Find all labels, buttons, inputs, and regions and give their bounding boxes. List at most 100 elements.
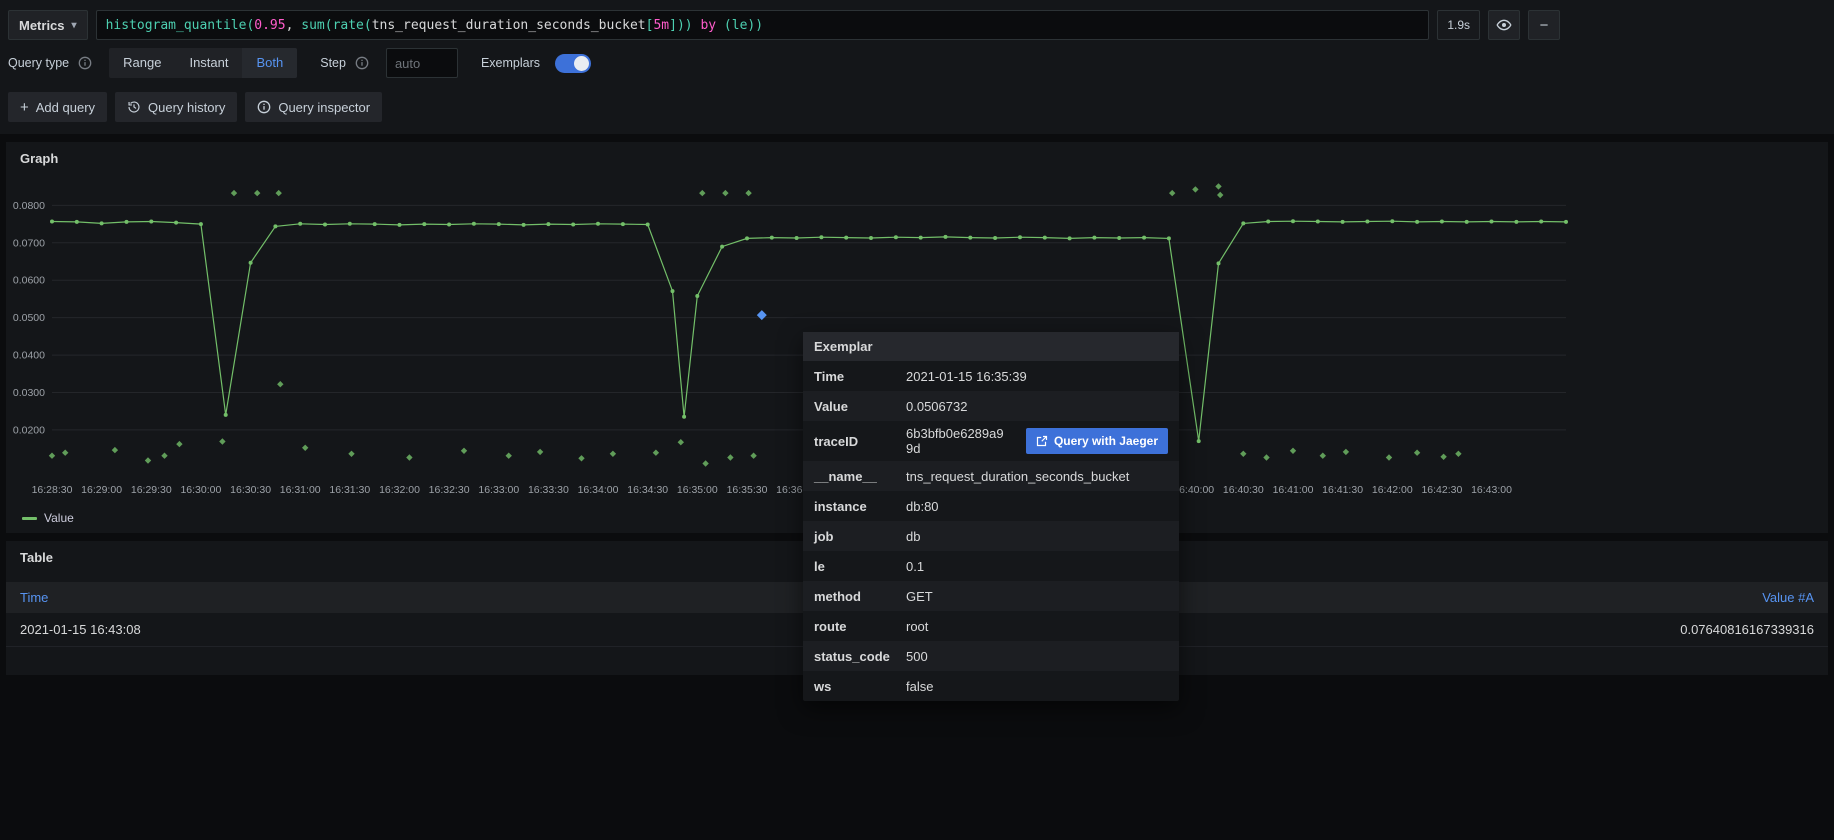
tooltip-row-instance: instance db:80 <box>803 491 1179 521</box>
tooltip-row-route: route root <box>803 611 1179 641</box>
svg-text:0.0800: 0.0800 <box>13 200 45 212</box>
tooltip-key: method <box>814 589 906 604</box>
tooltip-value: db:80 <box>906 499 939 514</box>
svg-text:0.0200: 0.0200 <box>13 424 45 436</box>
svg-text:16:33:00: 16:33:00 <box>478 484 519 496</box>
info-icon[interactable] <box>355 56 369 70</box>
query-options-row: Query type Range Instant Both Step Exemp… <box>8 48 1826 78</box>
step-label: Step <box>320 56 346 70</box>
svg-text:16:30:30: 16:30:30 <box>230 484 271 496</box>
query-inspector-label: Query inspector <box>278 100 370 115</box>
metrics-dropdown[interactable]: Metrics ▾ <box>8 10 88 40</box>
svg-text:0.0500: 0.0500 <box>13 312 45 324</box>
exemplar-tooltip: Exemplar Time 2021-01-15 16:35:39 Value … <box>803 332 1179 701</box>
query-type-instant[interactable]: Instant <box>175 48 242 78</box>
chevron-down-icon: ▾ <box>72 20 77 31</box>
metrics-dropdown-label: Metrics <box>19 18 65 33</box>
plus-icon: + <box>20 100 29 115</box>
jaeger-button-label: Query with Jaeger <box>1054 434 1158 448</box>
tooltip-key: route <box>814 619 906 634</box>
tooltip-key: __name__ <box>814 469 906 484</box>
cell-value: 0.07640816167339316 <box>1680 622 1814 637</box>
svg-text:16:34:00: 16:34:00 <box>578 484 619 496</box>
preview-toggle-button[interactable] <box>1488 10 1520 40</box>
tooltip-row-method: method GET <box>803 581 1179 611</box>
cell-time: 2021-01-15 16:43:08 <box>20 622 141 637</box>
svg-text:16:32:00: 16:32:00 <box>379 484 420 496</box>
tooltip-key: Value <box>814 399 906 414</box>
query-row: Metrics ▾ histogram_quantile(0.95, sum(r… <box>8 10 1560 40</box>
query-history-button[interactable]: Query history <box>115 92 237 122</box>
svg-text:16:33:30: 16:33:30 <box>528 484 569 496</box>
tooltip-key: Time <box>814 369 906 384</box>
svg-text:0.0400: 0.0400 <box>13 350 45 362</box>
tooltip-title: Exemplar <box>803 332 1179 361</box>
svg-text:16:35:30: 16:35:30 <box>727 484 768 496</box>
svg-text:16:31:00: 16:31:00 <box>280 484 321 496</box>
svg-text:16:43:00: 16:43:00 <box>1471 484 1512 496</box>
svg-text:0.0600: 0.0600 <box>13 275 45 287</box>
add-query-button[interactable]: + Add query <box>8 92 107 122</box>
tooltip-body: Time 2021-01-15 16:35:39 Value 0.0506732… <box>803 361 1179 701</box>
query-type-range[interactable]: Range <box>109 48 175 78</box>
query-timing-badge: 1.9s <box>1437 10 1480 40</box>
step-input[interactable] <box>386 48 458 78</box>
column-header-value[interactable]: Value #A <box>1762 590 1814 605</box>
exemplars-label: Exemplars <box>481 56 540 70</box>
info-icon <box>257 100 271 114</box>
tooltip-key: traceID <box>814 434 906 449</box>
svg-text:16:40:30: 16:40:30 <box>1223 484 1264 496</box>
query-type-group: Range Instant Both <box>109 48 297 78</box>
query-history-label: Query history <box>148 100 225 115</box>
svg-text:16:29:00: 16:29:00 <box>81 484 122 496</box>
tooltip-value: false <box>906 679 933 694</box>
minus-icon: − <box>1540 17 1549 34</box>
query-editor-section: Metrics ▾ histogram_quantile(0.95, sum(r… <box>0 0 1834 134</box>
info-icon[interactable] <box>78 56 92 70</box>
tooltip-row-value: Value 0.0506732 <box>803 391 1179 421</box>
svg-text:0.0300: 0.0300 <box>13 387 45 399</box>
tooltip-value: tns_request_duration_seconds_bucket <box>906 469 1129 484</box>
legend-series-label: Value <box>44 511 74 525</box>
tooltip-value: root <box>906 619 928 634</box>
svg-text:16:29:30: 16:29:30 <box>131 484 172 496</box>
tooltip-value: db <box>906 529 920 544</box>
query-inspector-button[interactable]: Query inspector <box>245 92 382 122</box>
tooltip-key: status_code <box>814 649 906 664</box>
column-header-time[interactable]: Time <box>20 590 48 605</box>
tooltip-row-le: le 0.1 <box>803 551 1179 581</box>
graph-panel-title: Graph <box>6 142 1828 171</box>
exemplars-toggle[interactable] <box>555 54 591 73</box>
legend-series-swatch <box>22 517 37 520</box>
svg-text:16:34:30: 16:34:30 <box>627 484 668 496</box>
tooltip-row-ws: ws false <box>803 671 1179 701</box>
tooltip-value: 6b3bfb0e6289a99d <box>906 426 1010 456</box>
add-query-label: Add query <box>36 100 95 115</box>
svg-text:16:30:00: 16:30:00 <box>180 484 221 496</box>
query-toolbar-row: + Add query Query history Query inspecto… <box>8 92 1826 122</box>
svg-text:16:31:30: 16:31:30 <box>329 484 370 496</box>
external-link-icon <box>1036 435 1048 447</box>
tooltip-key: ws <box>814 679 906 694</box>
svg-text:16:41:30: 16:41:30 <box>1322 484 1363 496</box>
history-icon <box>127 100 141 114</box>
svg-text:16:28:30: 16:28:30 <box>32 484 73 496</box>
tooltip-value: GET <box>906 589 933 604</box>
collapse-query-button[interactable]: − <box>1528 10 1560 40</box>
query-input[interactable]: histogram_quantile(0.95, sum(rate(tns_re… <box>96 10 1430 40</box>
tooltip-row-job: job db <box>803 521 1179 551</box>
tooltip-value: 0.1 <box>906 559 924 574</box>
svg-text:16:35:00: 16:35:00 <box>677 484 718 496</box>
svg-text:0.0700: 0.0700 <box>13 237 45 249</box>
query-type-label: Query type <box>8 56 69 70</box>
eye-icon <box>1496 17 1512 33</box>
tooltip-key: instance <box>814 499 906 514</box>
tooltip-row-name: __name__ tns_request_duration_seconds_bu… <box>803 461 1179 491</box>
query-with-jaeger-button[interactable]: Query with Jaeger <box>1026 428 1168 454</box>
tooltip-key: job <box>814 529 906 544</box>
svg-text:16:32:30: 16:32:30 <box>429 484 470 496</box>
svg-text:16:41:00: 16:41:00 <box>1273 484 1314 496</box>
query-type-both[interactable]: Both <box>242 48 297 78</box>
query-code: histogram_quantile(0.95, sum(rate(tns_re… <box>106 18 764 33</box>
svg-text:16:42:00: 16:42:00 <box>1372 484 1413 496</box>
